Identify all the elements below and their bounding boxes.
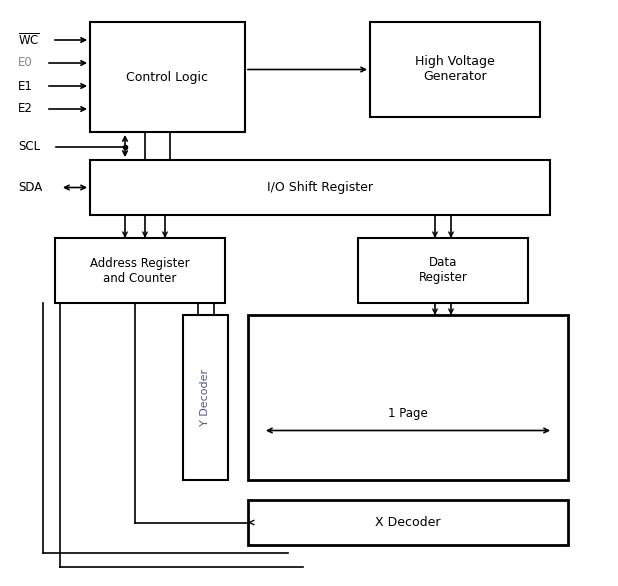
Text: $\overline{\mathrm{WC}}$: $\overline{\mathrm{WC}}$ (18, 32, 40, 48)
Bar (90, 22, 245, 132)
Text: SCL: SCL (18, 141, 40, 154)
Text: Control Logic: Control Logic (127, 70, 208, 83)
Text: I/O Shift Register: I/O Shift Register (267, 181, 373, 194)
Text: High Voltage
Generator: High Voltage Generator (415, 56, 495, 83)
Text: 1 Page: 1 Page (388, 407, 428, 421)
Text: Data
Register: Data Register (418, 257, 467, 284)
Text: E2: E2 (18, 103, 33, 115)
Text: X Decoder: X Decoder (375, 516, 441, 529)
Bar (358, 238, 528, 303)
Bar (90, 160, 550, 215)
Bar (248, 500, 568, 545)
Text: Y Decoder: Y Decoder (200, 369, 211, 426)
Text: E1: E1 (18, 80, 33, 93)
Text: SDA: SDA (18, 181, 42, 194)
Bar (183, 315, 228, 480)
Text: E0: E0 (18, 56, 33, 70)
Text: Address Register
and Counter: Address Register and Counter (90, 257, 190, 284)
Bar (248, 315, 568, 480)
Bar (370, 22, 540, 117)
Bar (55, 238, 225, 303)
